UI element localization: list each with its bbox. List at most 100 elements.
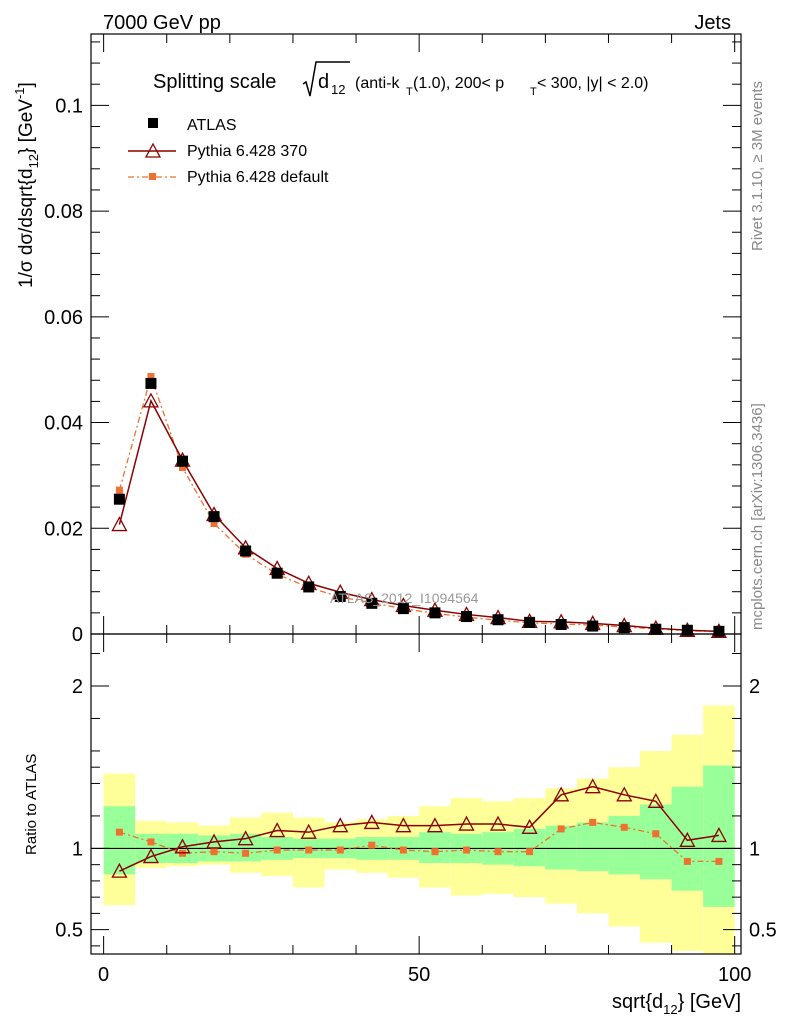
legend-label-atlas: ATLAS bbox=[187, 117, 237, 134]
pythia-default-ratio-point bbox=[557, 825, 565, 833]
beam-label: 7000 GeV pp bbox=[103, 12, 221, 34]
lower-xtick-label: 100 bbox=[718, 964, 751, 986]
pythia-default-ratio-point bbox=[652, 830, 660, 838]
atlas-point bbox=[492, 614, 504, 626]
pythia-default-ratio-point bbox=[462, 846, 470, 854]
atlas-point bbox=[271, 567, 283, 579]
pythia370-ratio-point bbox=[616, 786, 633, 802]
title-sqrt-sub: 12 bbox=[331, 82, 345, 97]
pythia370-ratio-point bbox=[174, 838, 191, 854]
upper-ytick-label: 0.04 bbox=[44, 413, 83, 435]
pythia370-ratio-point bbox=[269, 822, 286, 838]
pythia370-ratio-point bbox=[553, 786, 570, 802]
pythia370-ratio-point bbox=[363, 814, 380, 830]
upper-ytick-label: 0.02 bbox=[44, 518, 83, 540]
lower-ytick-label: 2 bbox=[72, 676, 83, 698]
pythia370-ratio-point bbox=[426, 817, 444, 833]
process-label: Jets bbox=[694, 12, 731, 34]
legend-label-pythia-default: Pythia 6.428 default bbox=[187, 169, 329, 186]
atlas-point bbox=[555, 618, 567, 630]
atlas-point bbox=[366, 597, 378, 609]
pythia370-ratio-point bbox=[489, 815, 507, 831]
atlas-point bbox=[524, 616, 536, 628]
atlas-point bbox=[208, 511, 220, 523]
pythia-default-ratio-point bbox=[526, 848, 534, 856]
lower-xtick-label: 0 bbox=[98, 964, 109, 986]
pythia370-ratio-point bbox=[679, 831, 696, 847]
pythia-default-ratio-point bbox=[115, 828, 123, 836]
mcplots-label: mcplots.cern.ch [arXiv:1306.3436] bbox=[749, 403, 766, 630]
upper-ytick-label: 0.1 bbox=[55, 95, 83, 117]
band-inner-bin bbox=[703, 765, 735, 907]
upper-ytick-label: 0.06 bbox=[44, 307, 83, 329]
pythia370-ratio-point bbox=[647, 792, 664, 808]
atlas-point bbox=[240, 545, 252, 557]
upper-panel bbox=[111, 373, 728, 639]
pythia-default-ratio-point bbox=[399, 846, 407, 854]
pythia370-ratio-point bbox=[142, 848, 160, 864]
axis-ticks bbox=[91, 34, 741, 954]
pythia370-ratio-line bbox=[119, 785, 720, 872]
ratio-bands bbox=[91, 705, 741, 954]
pythia-default-ratio-point bbox=[305, 846, 313, 854]
pythia370-ratio-point bbox=[584, 778, 601, 794]
upper-ytick-label: 0.08 bbox=[44, 201, 83, 223]
pythia370-ratio-point bbox=[205, 833, 223, 849]
pythia370-ratio-point bbox=[332, 817, 349, 833]
lower-ytick-label-right: 0.5 bbox=[749, 920, 777, 942]
pythia370-ratio-point bbox=[395, 817, 412, 833]
rivet-label: Rivet 3.1.10, ≥ 3M events bbox=[749, 81, 766, 251]
lower-xtick-label: 50 bbox=[408, 964, 430, 986]
pythia-default-ratio-point bbox=[210, 848, 218, 856]
atlas-point bbox=[713, 625, 725, 637]
pythia370-upper-point bbox=[111, 516, 128, 532]
title-sqrt-arg: d bbox=[318, 71, 329, 93]
atlas-point bbox=[334, 590, 346, 602]
legend: ATLAS Pythia 6.428 370 Pythia 6.428 defa… bbox=[128, 117, 329, 186]
legend-marker-pythia-default bbox=[149, 173, 156, 180]
band-inner-bin bbox=[419, 832, 451, 864]
title-main: Splitting scale bbox=[153, 71, 276, 93]
pythia370-ratio-point bbox=[237, 830, 254, 846]
band-inner-bin bbox=[513, 828, 546, 867]
band-inner-bin bbox=[545, 825, 577, 870]
pythia-default-ratio-point bbox=[273, 846, 281, 854]
pythia-default-ratio-point bbox=[242, 849, 250, 857]
legend-marker-pythia370 bbox=[144, 142, 162, 158]
pythia370-ratio-point bbox=[458, 815, 475, 831]
atlas-point bbox=[587, 620, 599, 632]
x-axis-label: sqrt{d12} [GeV] bbox=[612, 991, 741, 1017]
title-detail-sub2: T bbox=[530, 86, 537, 98]
pythia-default-ratio-point bbox=[147, 838, 155, 846]
atlas-point bbox=[429, 607, 441, 619]
title-detail-end: < 300, |y| < 2.0) bbox=[537, 75, 649, 92]
pythia-default-ratio-point bbox=[715, 857, 723, 865]
sqrt-sign bbox=[302, 61, 350, 97]
plot-title: Splitting scale d 12 (anti-k T (1.0), 20… bbox=[153, 61, 649, 98]
band-inner-bin bbox=[640, 804, 672, 880]
title-detail-sub: T bbox=[406, 86, 413, 98]
pythia-default-ratio-point bbox=[336, 846, 344, 854]
pythia-default-ratio-point bbox=[368, 841, 376, 849]
lower-panel bbox=[111, 778, 728, 878]
lower-ytick-label-right: 1 bbox=[749, 838, 760, 860]
pythia370-ratio-point bbox=[111, 862, 128, 878]
atlas-point bbox=[397, 603, 409, 615]
legend-marker-atlas bbox=[148, 118, 158, 128]
atlas-point bbox=[618, 622, 630, 634]
title-detail-rest: (1.0), 200< p bbox=[413, 75, 504, 92]
analysis-watermark: ATLAS_2012_I1094564 bbox=[330, 590, 479, 606]
atlas-point bbox=[177, 455, 189, 467]
pythia-default-upper-point bbox=[179, 463, 187, 471]
pythia370-ratio-point bbox=[710, 827, 728, 843]
atlas-point bbox=[303, 581, 315, 593]
pythia-default-ratio-point bbox=[494, 848, 502, 856]
pythia370-ratio-point bbox=[521, 818, 538, 834]
y-axis-label-lower: Ratio to ATLAS bbox=[23, 754, 40, 855]
atlas-point bbox=[145, 377, 157, 389]
lower-ytick-label: 1 bbox=[72, 838, 83, 860]
pythia-default-upper-point bbox=[210, 520, 218, 528]
pythia-default-ratio-point bbox=[431, 848, 439, 856]
pythia-default-ratio-point bbox=[589, 818, 597, 826]
